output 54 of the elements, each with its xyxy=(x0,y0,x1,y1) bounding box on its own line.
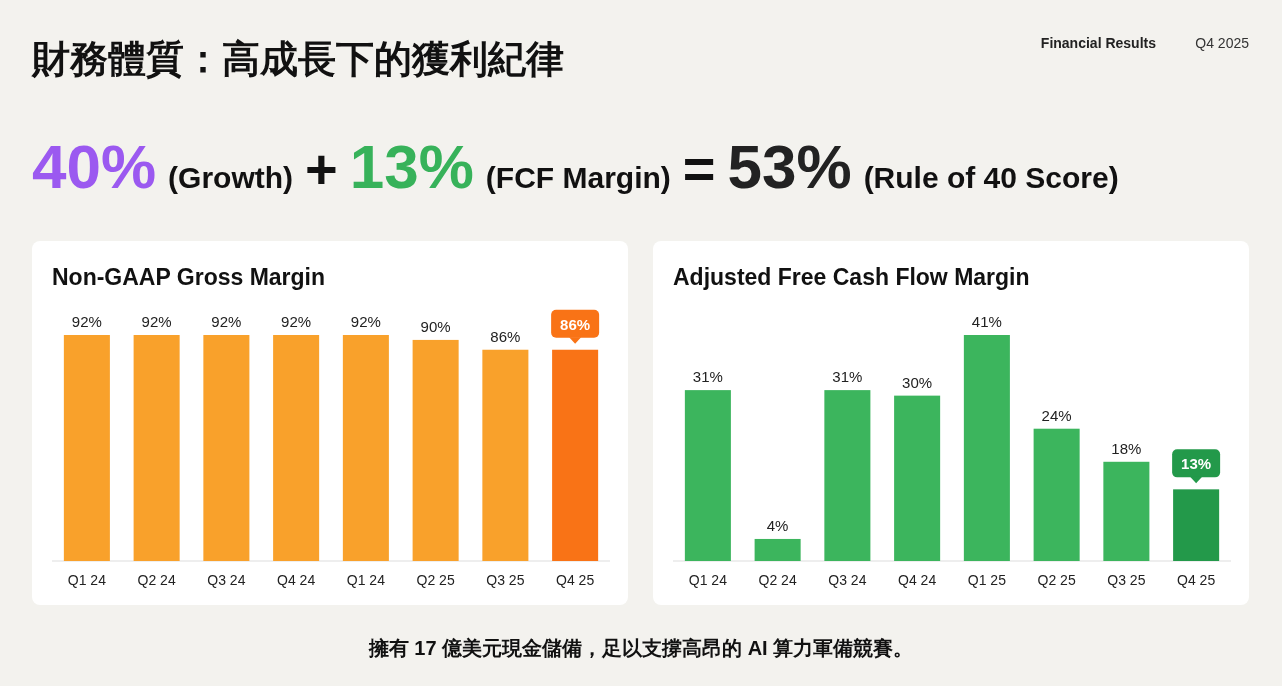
bar xyxy=(684,390,731,561)
x-tick-label: Q1 24 xyxy=(346,572,386,588)
data-label: 31% xyxy=(832,368,863,386)
bar xyxy=(824,390,871,561)
data-label: 92% xyxy=(141,313,172,330)
x-tick-label: Q3 24 xyxy=(207,572,246,588)
data-label: 90% xyxy=(420,317,451,335)
x-tick-label: Q1 24 xyxy=(688,572,728,588)
text: 13% xyxy=(349,132,474,201)
bar xyxy=(1033,428,1080,561)
data-label: 92% xyxy=(350,313,381,330)
x-tick-label: Q3 25 xyxy=(486,572,525,588)
text: = xyxy=(682,137,716,200)
x-tick-label: Q1 25 xyxy=(967,572,1007,588)
data-label: 18% xyxy=(1111,439,1142,457)
x-tick-label: Q4 24 xyxy=(277,572,316,588)
data-label: 13% xyxy=(1181,455,1212,473)
x-tick-label: Q2 25 xyxy=(1037,572,1076,588)
x-tick-label: Q4 25 xyxy=(556,572,595,588)
text: + xyxy=(305,137,338,200)
x-tick-label: Q2 24 xyxy=(758,572,797,588)
data-label: 86% xyxy=(560,315,591,333)
data-label: 92% xyxy=(281,313,312,330)
bar xyxy=(963,335,1010,561)
x-tick-label: Q3 24 xyxy=(828,572,867,588)
text: (Rule of 40 Score) xyxy=(863,161,1119,194)
x-tick-label: Q2 25 xyxy=(416,572,455,588)
text: Q4 2025 xyxy=(1195,35,1250,51)
text: (FCF Margin) xyxy=(485,161,671,194)
bar xyxy=(1103,461,1150,561)
text: 40% xyxy=(32,132,157,201)
text: Financial Results xyxy=(1040,35,1157,51)
text: 擁有 17 億美元現金儲備，足以支撐高昂的 AI 算力軍備競賽。 xyxy=(367,637,914,659)
data-label: 4% xyxy=(766,516,789,534)
bar xyxy=(894,395,941,561)
text: 53% xyxy=(727,132,852,201)
x-tick-label: Q4 25 xyxy=(1177,572,1216,588)
bar xyxy=(754,538,801,561)
x-tick-label: Q4 24 xyxy=(898,572,937,588)
data-label: 31% xyxy=(692,368,723,386)
chart-title: Adjusted Free Cash Flow Margin xyxy=(673,264,1030,290)
data-label: 41% xyxy=(971,313,1002,330)
x-tick-label: Q3 25 xyxy=(1107,572,1146,588)
x-tick-label: Q1 24 xyxy=(67,572,107,588)
text: 財務體質：高成長下的獲利紀律 xyxy=(31,38,564,80)
x-tick-label: Q2 24 xyxy=(137,572,176,588)
text: (Growth) xyxy=(168,161,294,194)
chart-title: Non-GAAP Gross Margin xyxy=(52,264,326,290)
data-label: 24% xyxy=(1041,406,1072,424)
data-label: 92% xyxy=(211,313,242,330)
data-label: 92% xyxy=(71,313,102,330)
bar xyxy=(1173,489,1220,561)
data-label: 30% xyxy=(902,373,933,391)
data-label: 86% xyxy=(490,327,521,345)
